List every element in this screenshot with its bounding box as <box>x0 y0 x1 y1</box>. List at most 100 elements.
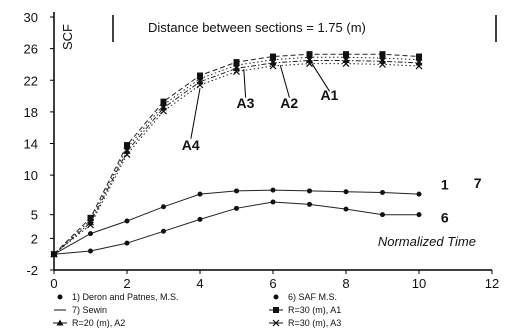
data-point <box>57 294 63 300</box>
x-tick-label: 0 <box>50 276 57 291</box>
x-tick-label: 10 <box>412 276 426 291</box>
y-tick-label: 14 <box>24 137 38 152</box>
series-line <box>53 60 420 255</box>
data-point <box>234 188 239 194</box>
data-point <box>50 250 58 258</box>
data-point <box>379 51 386 58</box>
label-layer: Distance between sections = 1.75 (m) Norm… <box>112 15 497 249</box>
data-point <box>88 231 93 237</box>
data-point <box>196 81 204 89</box>
legend-label: 7) Sewin <box>72 305 107 315</box>
legend-label: R=30 (m), A1 <box>288 305 341 315</box>
annotation-label: A4 <box>182 137 200 153</box>
legend: 1) Deron and Patnes, M.S. 6) SAF M.S. 7) S… <box>53 292 341 328</box>
data-point <box>269 62 277 70</box>
data-point <box>123 151 131 158</box>
data-point-stroke <box>50 250 58 258</box>
data-point <box>124 240 130 246</box>
data-point <box>161 204 166 210</box>
data-point <box>343 189 349 195</box>
data-point-stroke <box>196 81 204 89</box>
y-tick-label: 18 <box>24 105 38 120</box>
data-point <box>343 206 349 212</box>
data-point <box>88 248 93 254</box>
data-point <box>415 62 423 70</box>
data-point <box>270 187 276 193</box>
data-point <box>306 60 313 68</box>
data-point <box>380 190 385 196</box>
legend-entry: 7) Sewin <box>54 305 107 315</box>
data-point <box>197 191 203 197</box>
series <box>50 53 423 258</box>
data-point <box>273 307 279 313</box>
x-tick-label: 8 <box>342 276 349 291</box>
data-point-stroke <box>233 68 240 75</box>
y-tick-label: -2 <box>26 263 38 278</box>
data-point <box>272 319 280 327</box>
y-tick-label: 22 <box>24 73 38 88</box>
annotation-label: A1 <box>320 87 338 103</box>
chart-title: Distance between sections = 1.75 (m) <box>148 20 366 35</box>
data-point-stroke <box>272 319 280 327</box>
annotation-label: A2 <box>280 95 298 111</box>
legend-label: R=20 (m), A2 <box>72 318 125 328</box>
annotation-pointer <box>309 59 330 92</box>
y-tick-label: 26 <box>24 42 38 57</box>
data-point-stroke <box>306 60 313 68</box>
legend-entry: R=30 (m), A1 <box>269 305 341 315</box>
y-axis-label: SCF <box>60 24 75 50</box>
x-axis-label: Normalized Time <box>378 234 476 249</box>
data-point <box>307 201 312 207</box>
data-point <box>416 191 422 197</box>
data-point <box>342 60 350 68</box>
legend-entry: R=30 (m), A3 <box>269 318 341 328</box>
data-point <box>307 188 312 194</box>
data-point-stroke <box>269 62 277 70</box>
series-line <box>53 56 420 255</box>
data-point-stroke <box>160 107 167 115</box>
annotation-label: 6 <box>441 210 449 226</box>
annotation-pointer <box>279 65 290 98</box>
x-tick-label: 4 <box>196 276 203 291</box>
data-point <box>416 212 422 218</box>
series <box>50 56 423 257</box>
annotation-pointer <box>243 69 247 98</box>
y-tick-label: 30 <box>24 10 38 25</box>
series <box>51 51 422 258</box>
y-tick-label: 2 <box>31 231 38 246</box>
data-point <box>270 199 276 205</box>
data-point <box>233 68 240 75</box>
data-point <box>380 212 385 218</box>
annotation-label: 7 <box>474 175 482 191</box>
data-point-stroke <box>342 60 350 68</box>
annotation-label: 1 <box>441 176 449 192</box>
x-tick-label: 12 <box>485 276 499 291</box>
series-line <box>53 53 420 255</box>
legend-entry: R=20 (m), A2 <box>53 318 125 328</box>
data-point <box>234 205 239 211</box>
data-point-stroke <box>379 61 386 68</box>
data-point-stroke <box>87 221 94 229</box>
data-point <box>197 216 203 222</box>
y-tick-label: 10 <box>24 168 38 183</box>
data-point <box>87 221 94 229</box>
data-point-stroke <box>123 151 131 158</box>
legend-label: R=30 (m), A3 <box>288 318 341 328</box>
data-point-stroke <box>415 62 423 70</box>
series-line <box>53 189 420 255</box>
x-tick-label: 2 <box>123 276 130 291</box>
x-tick-label: 6 <box>269 276 276 291</box>
series <box>51 187 422 257</box>
axes: -2 2 5 10 14 18 22 26 30 0 2 4 6 8 10 12 SCF <box>24 10 500 291</box>
legend-label: 1) Deron and Patnes, M.S. <box>72 292 179 302</box>
data-point <box>161 228 166 234</box>
legend-entry: 6) SAF M.S. <box>273 292 337 302</box>
series-layer <box>50 51 423 258</box>
data-point <box>379 61 386 68</box>
series <box>50 60 423 258</box>
y-tick-label: 5 <box>31 208 38 223</box>
data-point <box>273 294 279 300</box>
legend-entry: 1) Deron and Patnes, M.S. <box>57 292 179 302</box>
data-point <box>160 107 167 115</box>
